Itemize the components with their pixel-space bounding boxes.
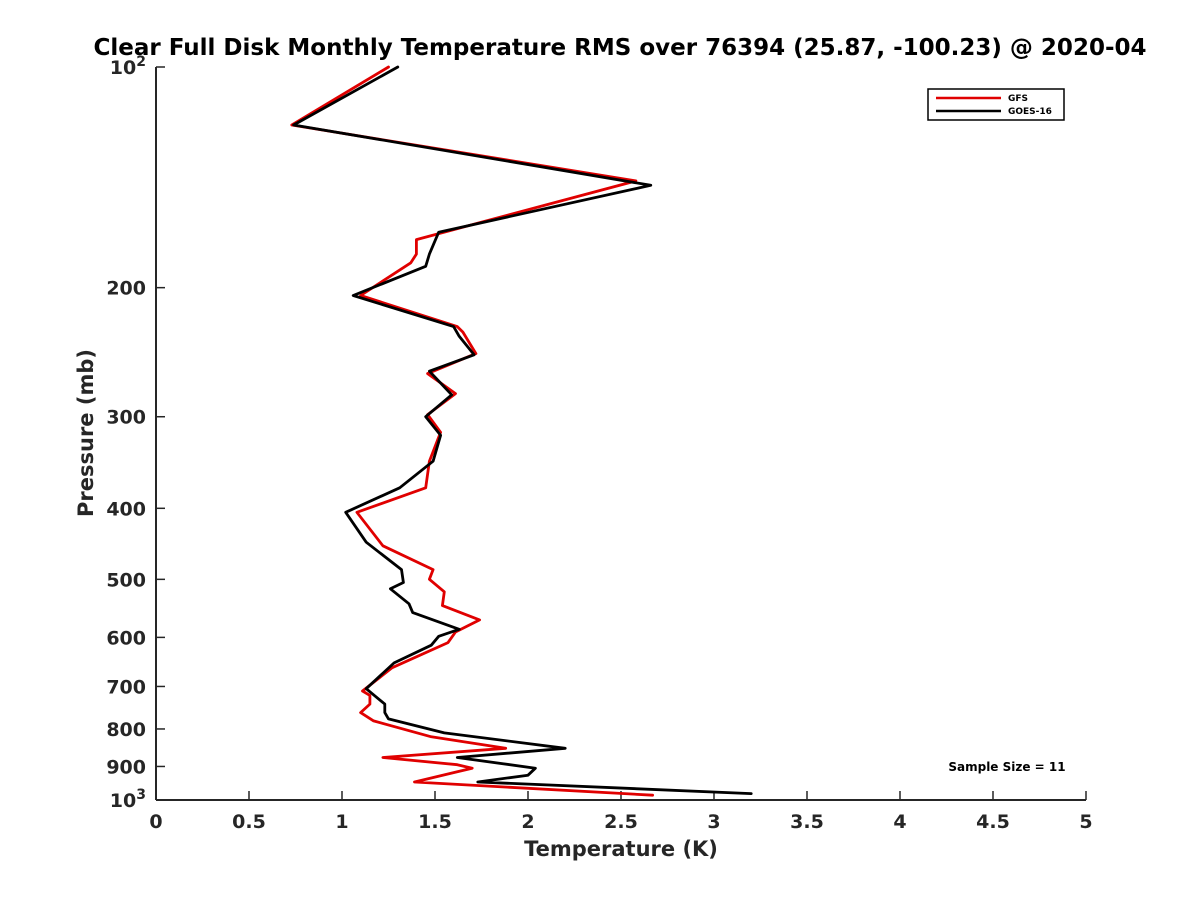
y-tick-label: 600	[106, 627, 146, 649]
x-ticks: 0 0.5 1 1.5 2 2.5 3 3.5 4 4.5 5	[149, 791, 1093, 833]
x-tick-label: 0	[149, 811, 162, 833]
y-tick-label: 200	[106, 278, 146, 300]
legend-box	[927, 88, 1065, 121]
plot-axes	[155, 67, 1086, 801]
legend: GFS GOES-16	[927, 88, 1065, 121]
x-tick-label: 3.5	[790, 811, 824, 833]
x-axis-title: Temperature (K)	[524, 837, 718, 861]
y-ticks: 102 200 300 400 500 600 700 800 900 103	[106, 54, 165, 812]
x-tick-label: 4.5	[976, 811, 1010, 833]
x-tick-label: 4	[893, 811, 906, 833]
x-tick-label: 0.5	[232, 811, 266, 833]
x-tick-label: 1	[335, 811, 348, 833]
y-tick-label: 102	[110, 54, 146, 79]
sample-size-annotation: Sample Size = 11	[948, 760, 1065, 774]
series-lines	[290, 65, 753, 797]
y-tick-label: 700	[106, 676, 146, 698]
y-tick-label: 300	[106, 407, 146, 429]
legend-label-goes16: GOES-16	[1008, 107, 1052, 117]
y-tick-label: 800	[106, 719, 146, 741]
x-tick-label: 5	[1079, 811, 1092, 833]
y-tick-label: 900	[106, 756, 146, 778]
y-tick-label: 103	[110, 787, 146, 812]
x-tick-label: 3	[707, 811, 720, 833]
x-tick-label: 2	[521, 811, 534, 833]
legend-label-gfs: GFS	[1008, 94, 1028, 104]
chart-title: Clear Full Disk Monthly Temperature RMS …	[93, 35, 1146, 61]
y-tick-label: 500	[106, 569, 146, 591]
x-tick-label: 1.5	[418, 811, 452, 833]
y-tick-label: 400	[106, 498, 146, 520]
series-line-gfs	[290, 65, 654, 797]
series-line-goes16	[292, 65, 753, 795]
y-axis-title: Pressure (mb)	[74, 349, 98, 517]
x-tick-label: 2.5	[604, 811, 638, 833]
